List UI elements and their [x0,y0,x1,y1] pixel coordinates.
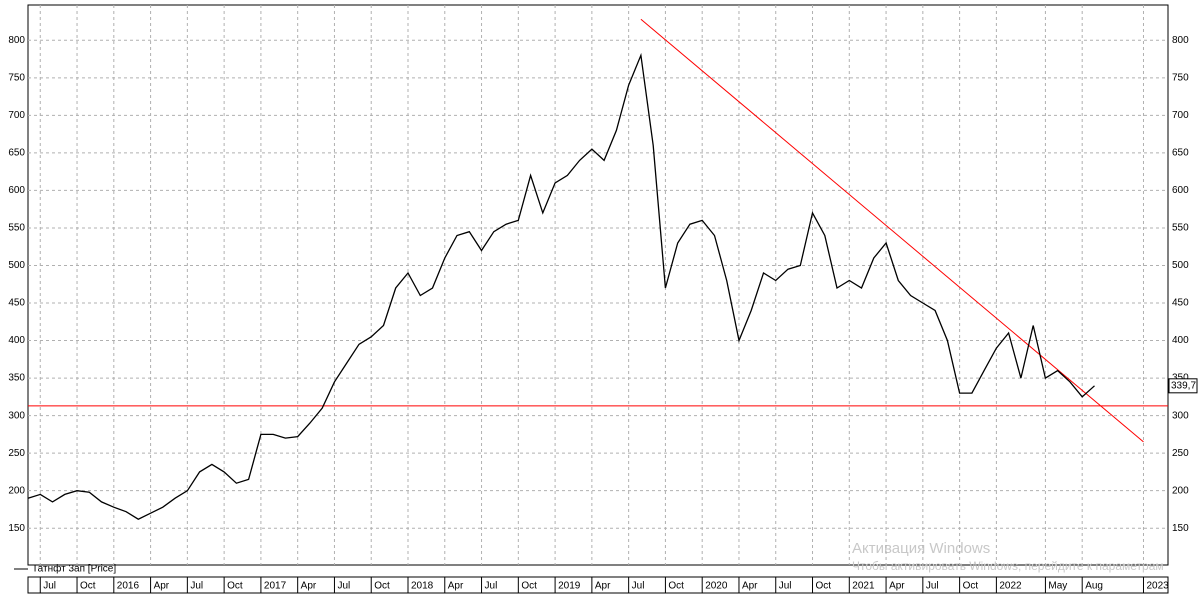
y2-tick-label: 550 [1172,223,1189,234]
y-tick-label: 650 [8,148,25,159]
y2-tick-label: 200 [1172,485,1189,496]
y-tick-label: 600 [8,185,25,196]
x-tick-label: Jul [632,581,645,592]
y-tick-label: 700 [8,110,25,121]
y2-tick-label: 600 [1172,185,1189,196]
x-tick-label: Apr [742,581,758,592]
x-tick-label: Oct [521,581,537,592]
legend-label: Татнфт 3ап [Price] [32,563,116,575]
y2-tick-label: 700 [1172,110,1189,121]
watermark-title: Активация Windows [852,540,990,557]
x-tick-label: Oct [963,581,979,592]
y-tick-label: 250 [8,448,25,459]
y-tick-label: 550 [8,223,25,234]
x-tick-label: Apr [301,581,317,592]
last-price-label: 339,7 [1171,380,1196,391]
y2-tick-label: 400 [1172,335,1189,346]
y-tick-label: 300 [8,410,25,421]
x-tick-label: Jul [485,581,498,592]
watermark-text: Чтобы активировать Windows, перейдите к … [852,559,1164,573]
x-tick-label: Aug [1085,581,1103,592]
y2-tick-label: 300 [1172,410,1189,421]
y2-tick-label: 350 [1172,373,1189,384]
x-tick-label: Oct [227,581,243,592]
x-tick-label: 2020 [705,581,728,592]
x-tick-label: Apr [889,581,905,592]
y2-tick-label: 750 [1172,72,1189,83]
x-tick-label: Apr [448,581,464,592]
x-tick-label: May [1048,581,1067,592]
x-tick-label: 2018 [411,581,434,592]
x-tick-label: 2019 [558,581,581,592]
y-tick-label: 500 [8,260,25,271]
y-tick-label: 750 [8,72,25,83]
y-tick-label: 200 [8,485,25,496]
y-tick-label: 350 [8,373,25,384]
y2-tick-label: 450 [1172,298,1189,309]
x-tick-label: Apr [154,581,170,592]
x-tick-label: Oct [668,581,684,592]
y2-tick-label: 650 [1172,148,1189,159]
y-tick-label: 400 [8,335,25,346]
x-tick-label: 2021 [852,581,875,592]
y2-tick-label: 800 [1172,35,1189,46]
x-tick-label: Oct [816,581,832,592]
x-tick-label: 2016 [117,581,140,592]
x-tick-label: Jul [337,581,350,592]
trend-line [640,18,1144,443]
x-tick-label: 2023 [1146,581,1169,592]
y-tick-label: 800 [8,35,25,46]
last-price-box [1168,378,1198,394]
x-tick-label: Jul [190,581,203,592]
x-tick-label: 2022 [999,581,1022,592]
y2-tick-label: 500 [1172,260,1189,271]
y2-tick-label: 250 [1172,448,1189,459]
x-tick-label: Jul [779,581,792,592]
x-tick-label: Jul [43,581,56,592]
y-tick-label: 150 [8,523,25,534]
x-axis-strip [27,576,1169,594]
x-tick-label: Jul [926,581,939,592]
y-tick-label: 450 [8,298,25,309]
y2-tick-label: 150 [1172,523,1189,534]
x-tick-label: Oct [374,581,390,592]
x-tick-label: Oct [80,581,96,592]
x-tick-label: Apr [595,581,611,592]
price-line [27,52,1095,520]
plot-area [27,4,1169,566]
x-tick-label: 2017 [264,581,287,592]
